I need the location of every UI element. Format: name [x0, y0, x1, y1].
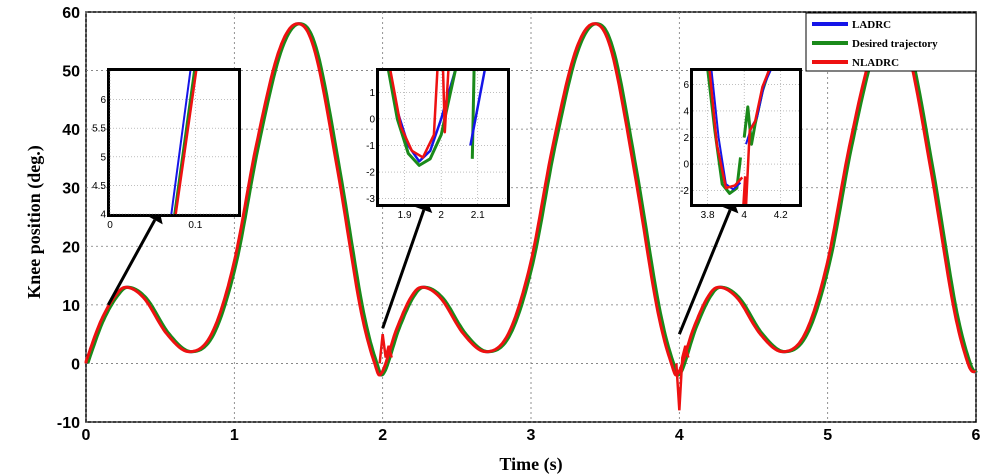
- inset-y-tick-label: -1: [366, 141, 375, 152]
- inset-y-tick-label: -2: [680, 186, 689, 197]
- nladrc-transient-spike: [378, 333, 393, 364]
- zoom-arrow: [381, 209, 426, 329]
- inset-x-tick-label: 1.9: [398, 210, 412, 221]
- inset-y-tick-label: 6: [683, 80, 689, 91]
- zoom-arrow: [677, 209, 732, 335]
- inset-y-tick-label: 4.5: [92, 181, 106, 192]
- inset-x-tick-label: 0: [107, 220, 113, 231]
- x-axis-label: Time (s): [499, 454, 562, 475]
- inset-y-tick-label: 5: [100, 152, 106, 163]
- inset-y-tick-label: -2: [366, 168, 375, 179]
- inset-2: 1.9 2 2.1 -3 -2 -1 0 1: [366, 68, 510, 329]
- inset-1: 0 0.1 4 4.5 5 5.5 6: [92, 68, 241, 306]
- x-tick-label: 6: [972, 427, 981, 444]
- inset-x-tick-label: 3.8: [701, 210, 715, 221]
- inset-y-tick-label: 2: [683, 133, 689, 144]
- y-axis-label: Knee position (deg.): [24, 145, 45, 299]
- nladrc-transient-spike: [675, 345, 690, 411]
- legend: LADRC Desired trajectory NLADRC: [805, 12, 977, 72]
- legend-label-ladrc: LADRC: [852, 19, 891, 31]
- legend-label-desired: Desired trajectory: [852, 38, 938, 50]
- y-tick-label: 60: [62, 5, 80, 22]
- inset-curves: [706, 71, 772, 204]
- inset-curves: [387, 71, 486, 167]
- y-tick-label: -10: [57, 415, 80, 432]
- inset-y-tick-label: 6: [100, 95, 106, 106]
- inset-nladrc-curve: [174, 71, 198, 214]
- x-tick-label: 2: [378, 427, 387, 444]
- main-curves: [84, 22, 978, 411]
- inset-nladrc-curve: [389, 71, 439, 159]
- zoom-insets: 0 0.1 4 4.5 5 5.5 6 1.9 2 2.1 -3 -2 -1 0 1 3.8 4 4.2 -2 0 2 4…: [92, 68, 802, 335]
- inset-y-tick-label: 1: [369, 88, 375, 99]
- y-tick-label: 0: [71, 356, 80, 373]
- inset-desired-curve: [387, 71, 457, 167]
- x-axis-ticks: 0 1 2 3 4 5 6: [82, 427, 981, 444]
- inset-y-tick-label: -3: [366, 194, 375, 205]
- inset-curves: [170, 71, 198, 214]
- inset-y-tick-label: 0: [369, 114, 375, 125]
- y-tick-label: 20: [62, 239, 80, 256]
- y-tick-label: 50: [62, 64, 80, 81]
- y-tick-label: 40: [62, 122, 80, 139]
- x-tick-label: 5: [823, 427, 832, 444]
- inset-x-tick-label: 0.1: [188, 220, 202, 231]
- inset-y-tick-label: 0: [683, 160, 689, 171]
- inset-y-tick-label: 4: [683, 106, 689, 117]
- y-axis-ticks: -10 0 10 20 30 40 50 60: [57, 5, 80, 432]
- x-tick-label: 4: [675, 427, 684, 444]
- nladrc-curve: [84, 22, 977, 377]
- y-tick-label: 30: [62, 181, 80, 198]
- y-tick-label: 10: [62, 298, 80, 315]
- inset-x-tick-label: 2.1: [471, 210, 485, 221]
- inset-nladrc-curve: [708, 71, 744, 190]
- legend-label-nladrc: NLADRC: [852, 57, 899, 69]
- x-tick-label: 0: [82, 427, 91, 444]
- desired-trajectory-curve: [86, 22, 978, 377]
- inset-nladrc-spike: [441, 71, 450, 134]
- x-tick-label: 1: [230, 427, 239, 444]
- inset-y-tick-label: 4: [100, 210, 106, 221]
- inset-ladrc-curve: [170, 71, 192, 214]
- inset-ladrc-curve-segment: [469, 71, 486, 146]
- inset-3: 3.8 4 4.2 -2 0 2 4 6: [677, 68, 802, 335]
- inset-x-tick-label: 4.2: [774, 210, 788, 221]
- inset-x-tick-label: 2: [438, 210, 444, 221]
- inset-x-tick-label: 4: [741, 210, 747, 221]
- inset-desired-curve-segment: [470, 71, 476, 159]
- inset-y-tick-label: 5.5: [92, 124, 106, 135]
- inset-nladrc-spike: [742, 71, 771, 204]
- zoom-arrow: [106, 219, 157, 306]
- x-tick-label: 3: [527, 427, 536, 444]
